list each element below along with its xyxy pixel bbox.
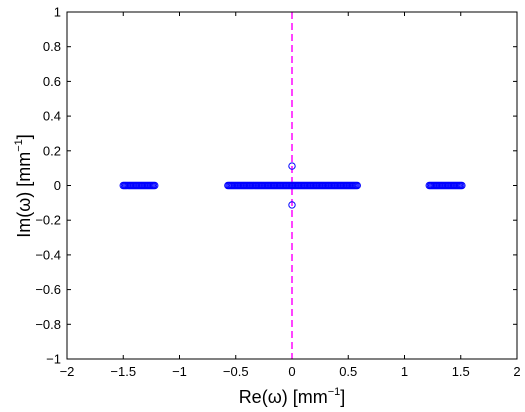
y-tick-label: 0.6 xyxy=(43,74,61,89)
data-point xyxy=(151,181,159,190)
data-point xyxy=(288,162,296,170)
y-tick-label: −0.6 xyxy=(35,282,61,297)
x-tick-label: 1.5 xyxy=(452,364,470,379)
y-tick-label: −0.4 xyxy=(35,247,61,262)
x-tick-labels: −2 −1.5 −1 −0.5 0 0.5 1 1.5 2 xyxy=(60,364,521,379)
x-axis-title: Re(ω) [mm−1] xyxy=(239,386,346,407)
x-tick-label: 0 xyxy=(288,364,295,379)
y-tick-label: 0 xyxy=(54,178,61,193)
y-tick-label: −1 xyxy=(46,352,61,367)
axes-box xyxy=(66,11,518,360)
x-tick-label: 2 xyxy=(513,364,520,379)
y-tick-label: −0.8 xyxy=(35,317,61,332)
y-tick-label: 0.2 xyxy=(43,143,61,158)
x-tick-label: 0.5 xyxy=(339,364,357,379)
x-tick-label: −1.5 xyxy=(110,364,136,379)
y-axis-title: Im(ω) [mm−1] xyxy=(13,134,34,238)
x-tick-label: 1 xyxy=(401,364,408,379)
y-tick-label: −0.2 xyxy=(35,213,61,228)
data-points xyxy=(119,162,466,209)
x-tick-label: −0.5 xyxy=(223,364,249,379)
data-point xyxy=(288,201,296,209)
data-point xyxy=(353,181,361,190)
y-tick-label: 1 xyxy=(54,5,61,20)
x-tick-label: −1 xyxy=(172,364,187,379)
y-tick-labels: −1 −0.8 −0.6 −0.4 −0.2 0 0.2 0.4 0.6 0.8 1 xyxy=(35,5,61,367)
y-tick-label: 0.8 xyxy=(43,39,61,54)
y-tick-label: 0.4 xyxy=(43,109,61,124)
x-tick-label: −2 xyxy=(60,364,75,379)
data-point xyxy=(458,181,466,190)
